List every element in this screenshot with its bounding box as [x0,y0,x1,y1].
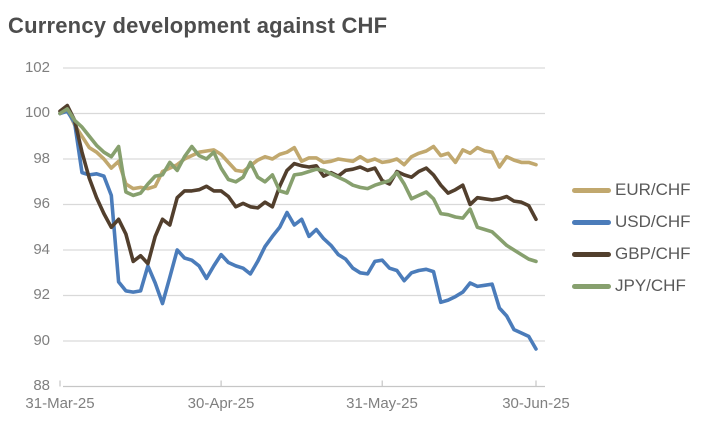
y-axis-label: 96 [33,195,50,212]
series-line-eur-chf [58,107,538,191]
series-line-usd-chf [58,109,538,351]
legend-item-gbp-chf: GBP/CHF [572,238,691,270]
y-axis-label: 92 [33,286,50,303]
legend-swatch-jpy [572,283,611,289]
y-axis-label: 94 [33,241,50,258]
series-line-gbp-chf [58,103,538,266]
y-axis-label: 100 [24,104,50,121]
x-axis-label: 30-Apr-25 [187,395,255,412]
chart-title: Currency development against CHF [8,13,388,38]
legend-label: JPY/CHF [615,276,686,295]
x-axis-label: 31-Mar-25 [25,395,95,412]
y-axis-label: 88 [33,377,50,394]
legend-item-eur-chf: EUR/CHF [572,174,691,206]
y-axis-label: 98 [33,150,50,167]
x-axis-label: 31-May-25 [346,395,418,412]
y-axis-label: 102 [24,59,50,76]
legend-item-usd-chf: USD/CHF [572,206,691,238]
legend-label: EUR/CHF [615,180,691,199]
legend-swatch-gbp [572,251,611,257]
y-axis-label: 90 [33,332,50,349]
legend-swatch-usd [572,219,611,225]
legend-item-jpy-chf: JPY/CHF [572,270,691,302]
legend: EUR/CHF USD/CHF GBP/CHF JPY/CHF [572,174,691,302]
legend-label: USD/CHF [615,212,691,231]
legend-swatch-eur [572,187,611,193]
legend-label: GBP/CHF [615,244,691,263]
series-line-jpy-chf [58,107,538,264]
x-axis-label: 30-Jun-25 [502,395,570,412]
